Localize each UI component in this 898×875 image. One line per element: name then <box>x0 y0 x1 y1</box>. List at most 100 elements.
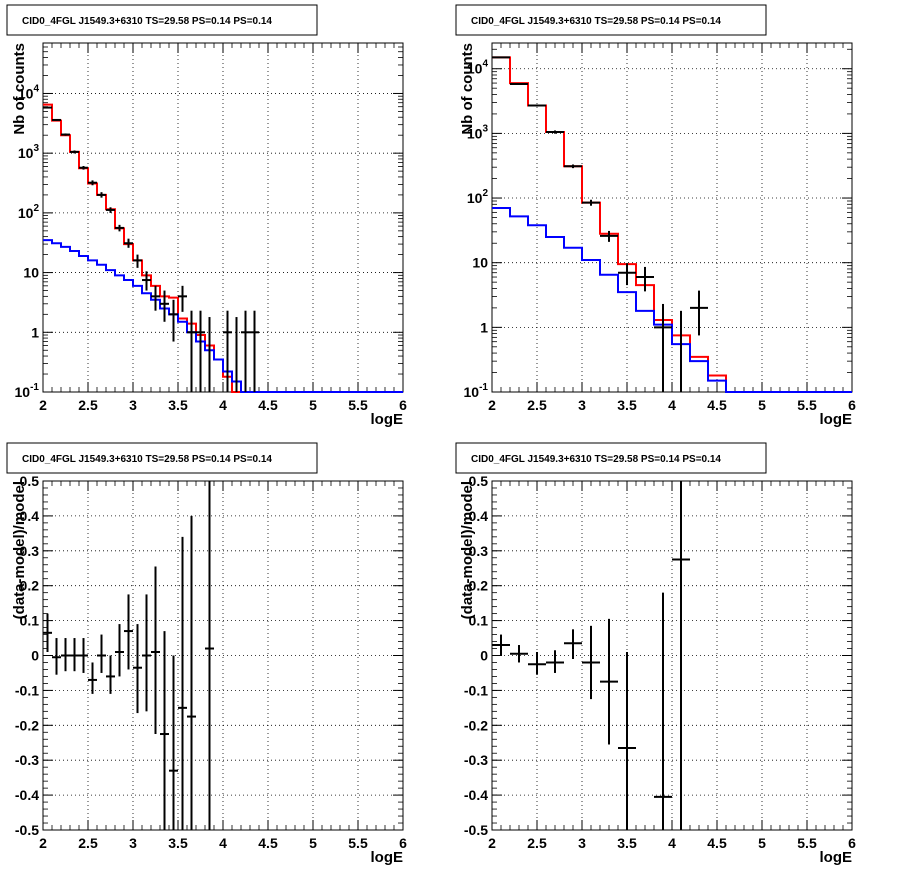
data-point <box>115 624 124 677</box>
x-tick-label: 5 <box>309 835 317 851</box>
y-tick-exponent: 3 <box>482 123 488 134</box>
y-tick-label: 0 <box>480 648 488 664</box>
chart-title: CID0_4FGL J1549.3+6310 TS=29.58 PS=0.14 … <box>471 16 721 27</box>
data-point <box>187 310 196 392</box>
y-tick-label: 0.5 <box>469 473 489 489</box>
y-tick-base: 10 <box>18 85 34 101</box>
x-tick-label: 5.5 <box>348 835 368 851</box>
data-point <box>169 655 178 830</box>
x-tick-label: 4.5 <box>707 835 727 851</box>
data-point <box>43 106 52 109</box>
data-point <box>510 83 528 86</box>
data-point <box>600 230 618 242</box>
data-point <box>61 133 70 136</box>
y-tick-exponent: 4 <box>33 83 39 94</box>
chart-residuals-fine-bins: 2 2.5 3 3.5 4 4.5 5 5.5 6 -0.5 -0.4 -0.3 -0.2 -0.1 0 0.… <box>6 442 407 866</box>
title-box <box>455 442 767 474</box>
y-tick-base: 10 <box>464 384 480 400</box>
x-tick-label: 3.5 <box>617 397 637 413</box>
x-tick-label: 6 <box>399 835 407 851</box>
data-point <box>97 634 106 673</box>
model-background-line <box>492 207 852 393</box>
y-tick-label: 0.5 <box>20 473 40 489</box>
y-tick-label: 0.4 <box>20 508 40 524</box>
chart-title: CID0_4FGL J1549.3+6310 TS=29.58 PS=0.14 … <box>22 16 272 27</box>
y-axis-label: (data-model)/model <box>11 481 28 619</box>
y-tick-label: 10-1 <box>464 382 489 400</box>
y-tick-label: -0.1 <box>464 682 488 698</box>
data-point <box>690 290 708 336</box>
data-point <box>133 254 142 268</box>
y-tick-label: 0.4 <box>469 508 489 524</box>
y-tick-label: 0 <box>31 648 39 664</box>
x-tick-label: 4 <box>219 835 227 851</box>
data-point <box>546 130 564 134</box>
data-point <box>196 310 205 392</box>
y-tick-exponent: 3 <box>33 143 39 154</box>
x-axis-label: logE <box>820 411 853 428</box>
data-point <box>43 613 52 653</box>
x-axis-label: logE <box>371 411 404 428</box>
y-tick-label: 10 <box>472 255 488 271</box>
data-point <box>151 566 160 735</box>
x-tick-label: 4 <box>668 835 676 851</box>
y-tick-label: -0.2 <box>464 717 488 733</box>
data-point <box>582 625 600 700</box>
data-point <box>79 638 88 673</box>
data-point <box>115 224 124 232</box>
data-point <box>492 634 510 656</box>
y-tick-label: -0.4 <box>464 787 488 803</box>
data-point <box>88 180 97 186</box>
data-point <box>160 631 169 830</box>
y-tick-base: 10 <box>467 190 483 206</box>
y-tick-label: -0.2 <box>15 717 39 733</box>
x-tick-label: 4 <box>668 397 676 413</box>
y-tick-exponent: 2 <box>482 188 488 199</box>
y-tick-base: 10 <box>467 125 483 141</box>
y-tick-base: 10 <box>18 145 34 161</box>
y-tick-label: 10 <box>23 265 39 281</box>
data-point <box>564 629 582 659</box>
y-tick-exponent: -1 <box>479 382 488 393</box>
x-tick-label: 3.5 <box>617 835 637 851</box>
x-tick-label: 3 <box>129 835 137 851</box>
data-point <box>528 104 546 107</box>
plot-frame <box>42 42 404 393</box>
chart-counts-fine-bins: 2 2.5 3 3.5 4 4.5 5 5.5 610-1110102103104CID0_4F… <box>6 4 407 428</box>
x-tick-label: 2.5 <box>527 397 547 413</box>
x-tick-label: 6 <box>399 397 407 413</box>
chart-counts-coarse-bins: 2 2.5 3 3.5 4 4.5 5 5.5 610-1110102103104CID0_4F… <box>455 4 856 428</box>
x-tick-label: 4.5 <box>707 397 727 413</box>
x-tick-label: 3.5 <box>168 397 188 413</box>
title-box <box>6 442 318 474</box>
y-tick-label: 0.2 <box>20 578 40 594</box>
data-point <box>133 624 142 714</box>
x-tick-label: 5 <box>758 835 766 851</box>
y-tick-label: 102 <box>18 203 40 221</box>
data-point <box>600 618 618 745</box>
y-tick-label: 1 <box>31 324 39 340</box>
x-axis-label: logE <box>820 849 853 866</box>
y-tick-label: 0.1 <box>20 613 40 629</box>
x-tick-label: 5.5 <box>797 397 817 413</box>
data-point <box>654 592 672 830</box>
y-tick-label: 0.3 <box>469 543 489 559</box>
data-point <box>169 299 178 342</box>
y-tick-label: 102 <box>467 188 489 206</box>
x-tick-label: 2.5 <box>527 835 547 851</box>
x-tick-label: 3.5 <box>168 835 188 851</box>
data-point <box>654 303 672 392</box>
data-point <box>61 638 70 672</box>
data-point <box>510 645 528 663</box>
y-tick-label: 0.1 <box>469 613 489 629</box>
x-tick-label: 5 <box>758 397 766 413</box>
x-tick-label: 5.5 <box>348 397 368 413</box>
data-point <box>223 310 232 392</box>
y-tick-label: 1 <box>480 319 488 335</box>
x-tick-label: 6 <box>848 835 856 851</box>
data-point <box>142 594 151 712</box>
x-axis-label: logE <box>371 849 404 866</box>
data-point <box>52 638 61 675</box>
y-tick-label: 104 <box>467 59 489 77</box>
